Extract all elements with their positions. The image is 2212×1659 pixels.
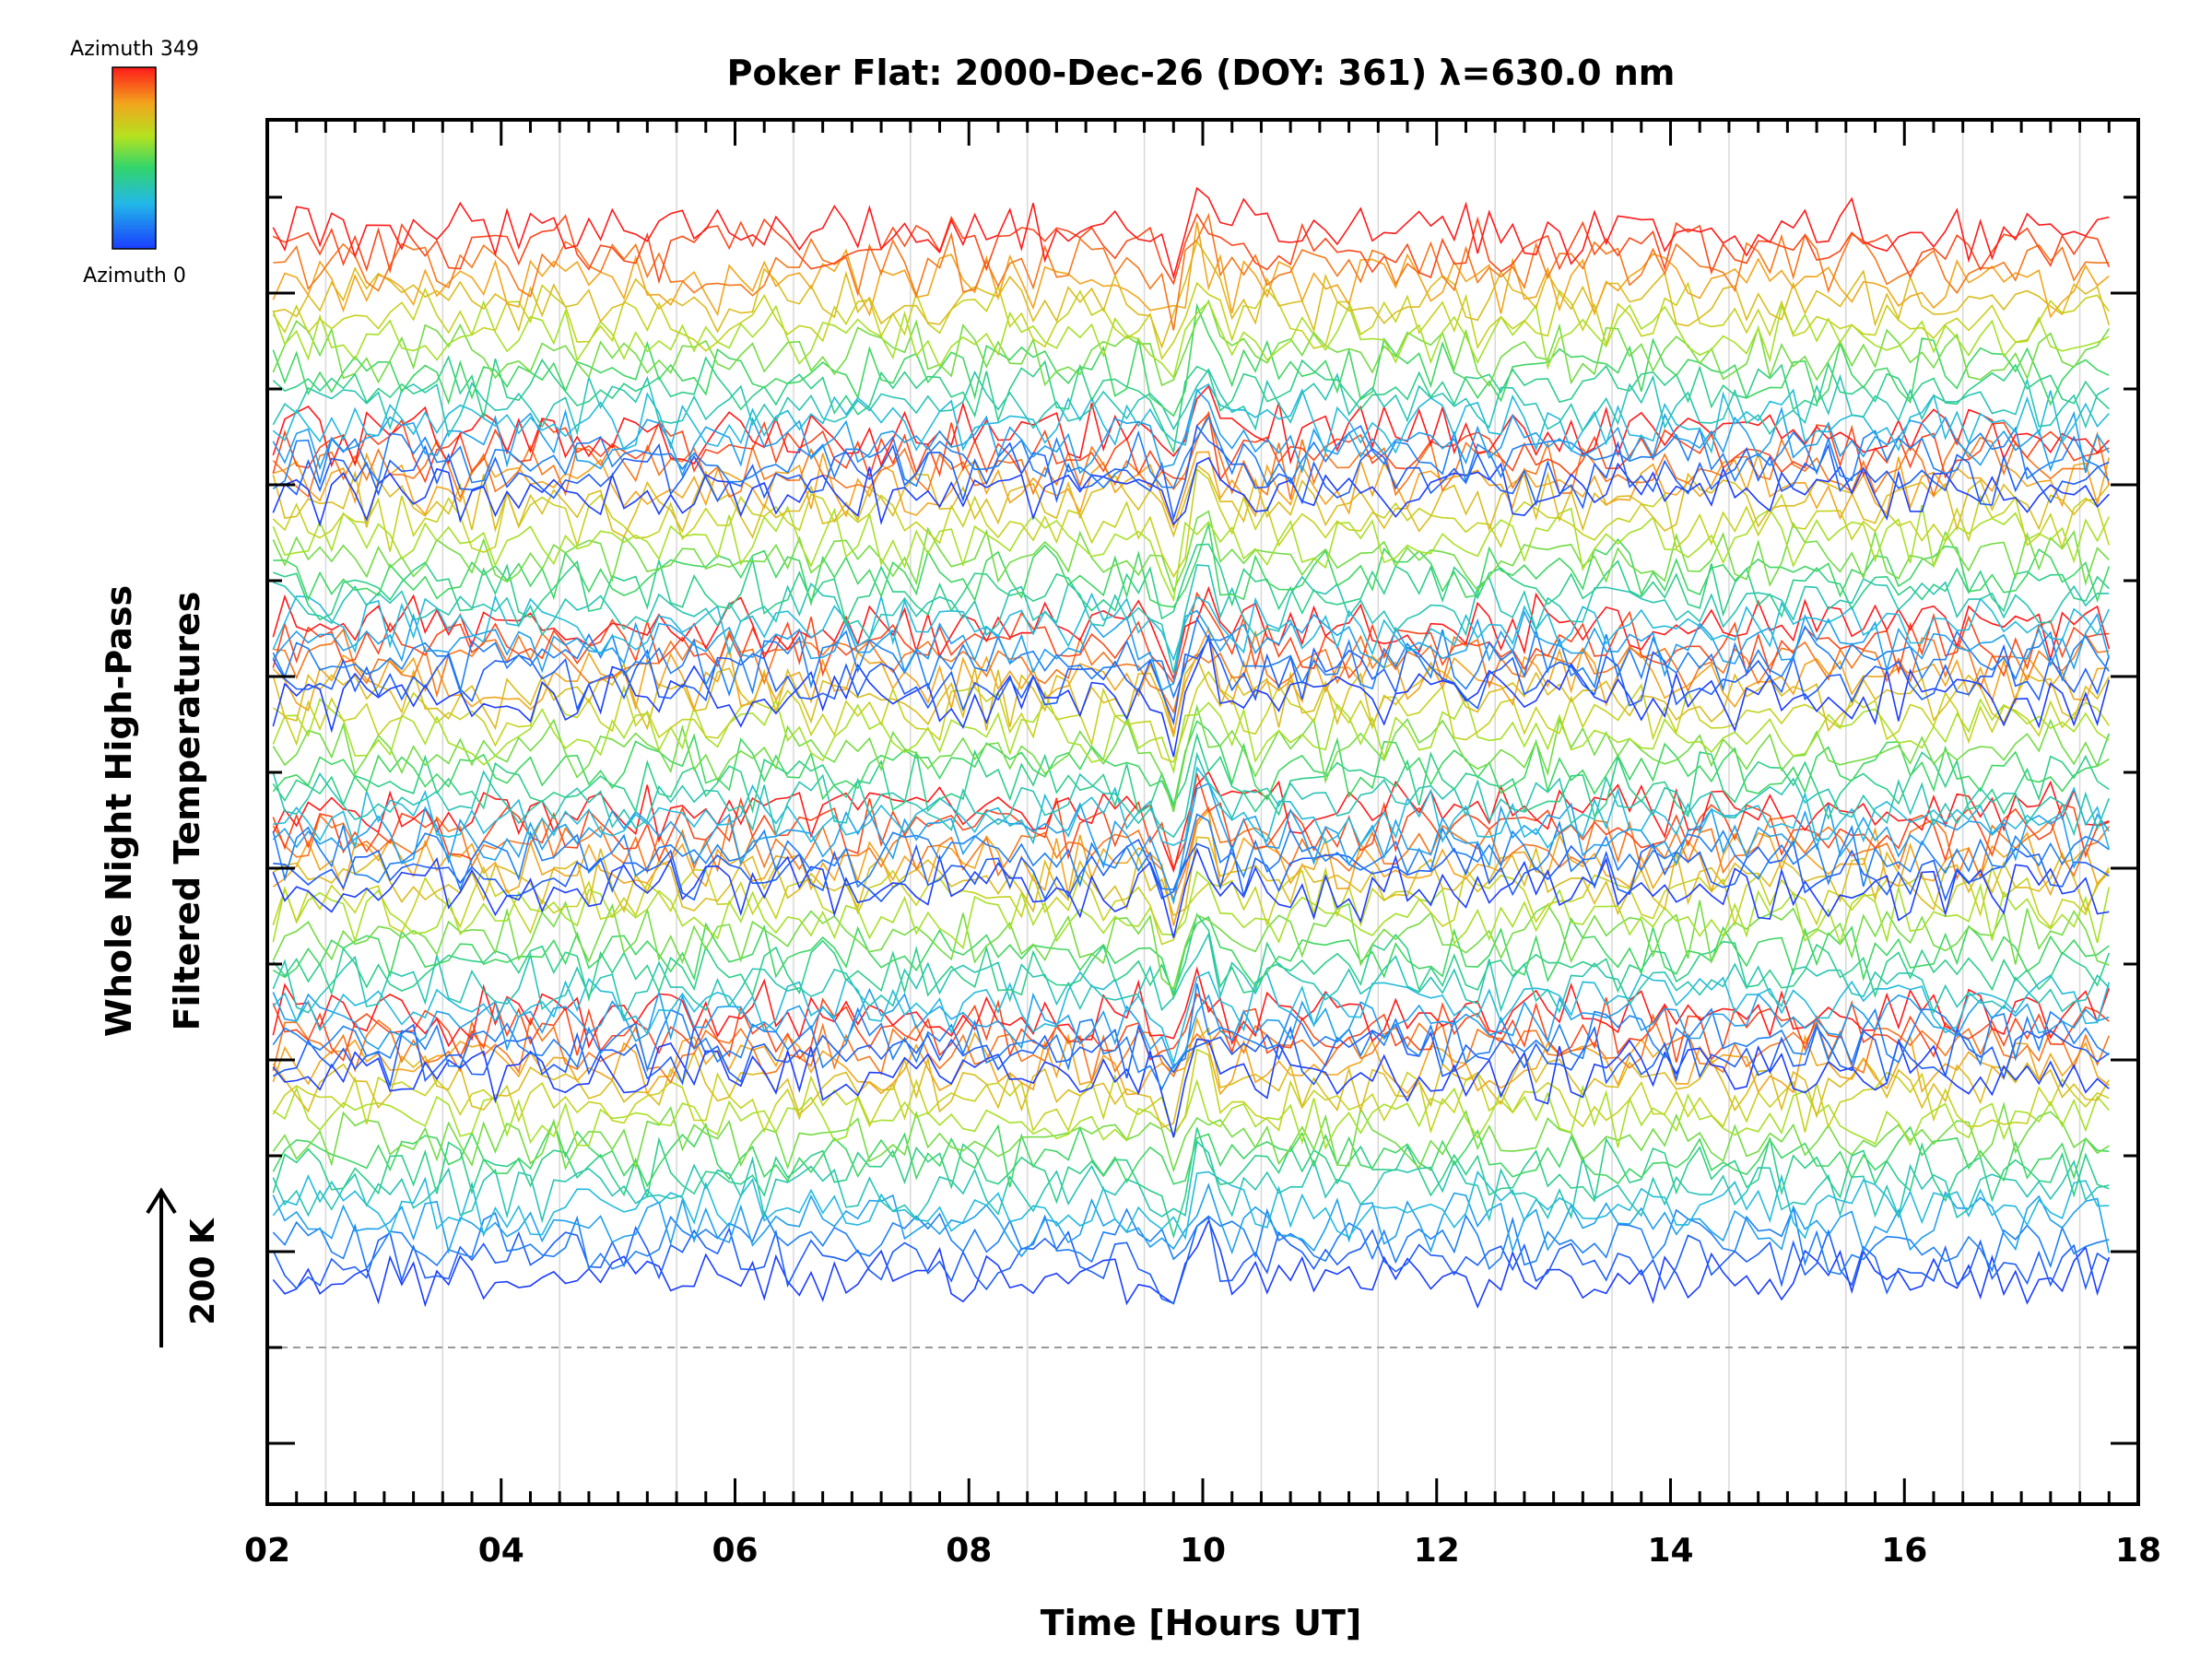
scale-bar-label: 200 K (184, 1218, 222, 1325)
series-line (272, 865, 2110, 946)
series-line (272, 870, 2111, 950)
x-tick-label: 12 (1414, 1532, 1460, 1570)
series-line (272, 1182, 2111, 1258)
series-line (272, 410, 2111, 500)
axis-ticks (265, 120, 2140, 1504)
series-line (272, 415, 2110, 490)
colorbar (112, 66, 157, 250)
series-line (272, 186, 2110, 280)
x-tick-label: 10 (1180, 1532, 1226, 1570)
series-line (272, 464, 2110, 539)
y-axis-label-line2: Filtered Temperatures (167, 592, 207, 1031)
series-line (272, 720, 2111, 809)
colorbar-bottom-label: Azimuth 0 (83, 265, 186, 288)
series-line (272, 915, 2110, 1001)
series-line (272, 456, 2110, 527)
scale-bar-arrowhead (146, 1187, 177, 1215)
series-line (273, 564, 2110, 674)
series-line (272, 982, 2110, 1091)
series-line (272, 592, 2111, 663)
series-line (272, 281, 2110, 360)
series-line (272, 670, 2110, 763)
series-line (272, 971, 2111, 1065)
series-line (272, 932, 2110, 1021)
series-line (272, 212, 2111, 286)
series-line (272, 732, 2110, 820)
series-line (272, 1170, 2110, 1241)
series-line (273, 524, 2111, 608)
x-tick-label: 08 (946, 1532, 992, 1570)
series-line (272, 912, 2111, 1003)
x-tick-label: 02 (244, 1532, 290, 1570)
series-line (273, 543, 2110, 626)
series-line (272, 1101, 2110, 1173)
x-tick-label: 14 (1647, 1532, 1693, 1570)
series-line (272, 1013, 2111, 1085)
series-line (273, 424, 2110, 522)
series-line (272, 1206, 2110, 1276)
x-tick-label: 04 (478, 1532, 524, 1570)
x-tick-label: 18 (2115, 1532, 2161, 1570)
series-line (272, 504, 2111, 603)
series-line (272, 302, 2110, 418)
series-line (272, 300, 2110, 380)
x-axis-label: Time [Hours UT] (1041, 1603, 1362, 1643)
series-line (272, 1048, 2110, 1139)
series-line (272, 626, 2110, 735)
series-line (272, 299, 2110, 388)
series-line (272, 703, 2110, 813)
series-line (272, 355, 2110, 455)
x-tick-label: 06 (712, 1532, 758, 1570)
series-line (272, 751, 2111, 839)
series-line (272, 467, 2111, 579)
x-tick-labels: 02 04 06 08 10 12 14 16 18 (244, 1532, 2161, 1570)
series-line (272, 1120, 2110, 1188)
series-line (272, 617, 2110, 700)
series-line (272, 609, 2111, 691)
x-tick-label: 16 (1881, 1532, 1927, 1570)
series-line (272, 695, 2110, 775)
scale-bar: 200 K (146, 1187, 222, 1347)
series-group (272, 186, 2111, 1310)
series-line (272, 585, 2111, 682)
series-line (272, 1216, 2110, 1305)
series-line (272, 1038, 2110, 1138)
series-line (273, 450, 2111, 530)
series-line (272, 987, 2110, 1070)
series-line (272, 1218, 2111, 1310)
series-line (273, 628, 2110, 714)
plot-frame (265, 118, 2140, 1506)
series-line (272, 1139, 2110, 1224)
series-line (272, 993, 2110, 1063)
series-line (272, 836, 2110, 917)
colorbar-top-label: Azimuth 349 (70, 38, 199, 61)
y-axis-label-line1: Whole Night High-Pass (99, 585, 139, 1037)
series-line (273, 212, 2110, 331)
series-line (272, 637, 2111, 726)
series-line (272, 388, 2110, 477)
series-line (272, 1027, 2110, 1129)
chart-title: Poker Flat: 2000-Dec-26 (DOY: 361) λ=630… (727, 53, 1676, 93)
series-line (272, 782, 2110, 905)
series-line (272, 368, 2110, 438)
series-line (273, 839, 2110, 903)
series-line (272, 221, 2110, 319)
series-line (272, 900, 2110, 991)
series-line (272, 1023, 2110, 1088)
series-line (272, 1127, 2110, 1240)
series-line (272, 510, 2110, 594)
